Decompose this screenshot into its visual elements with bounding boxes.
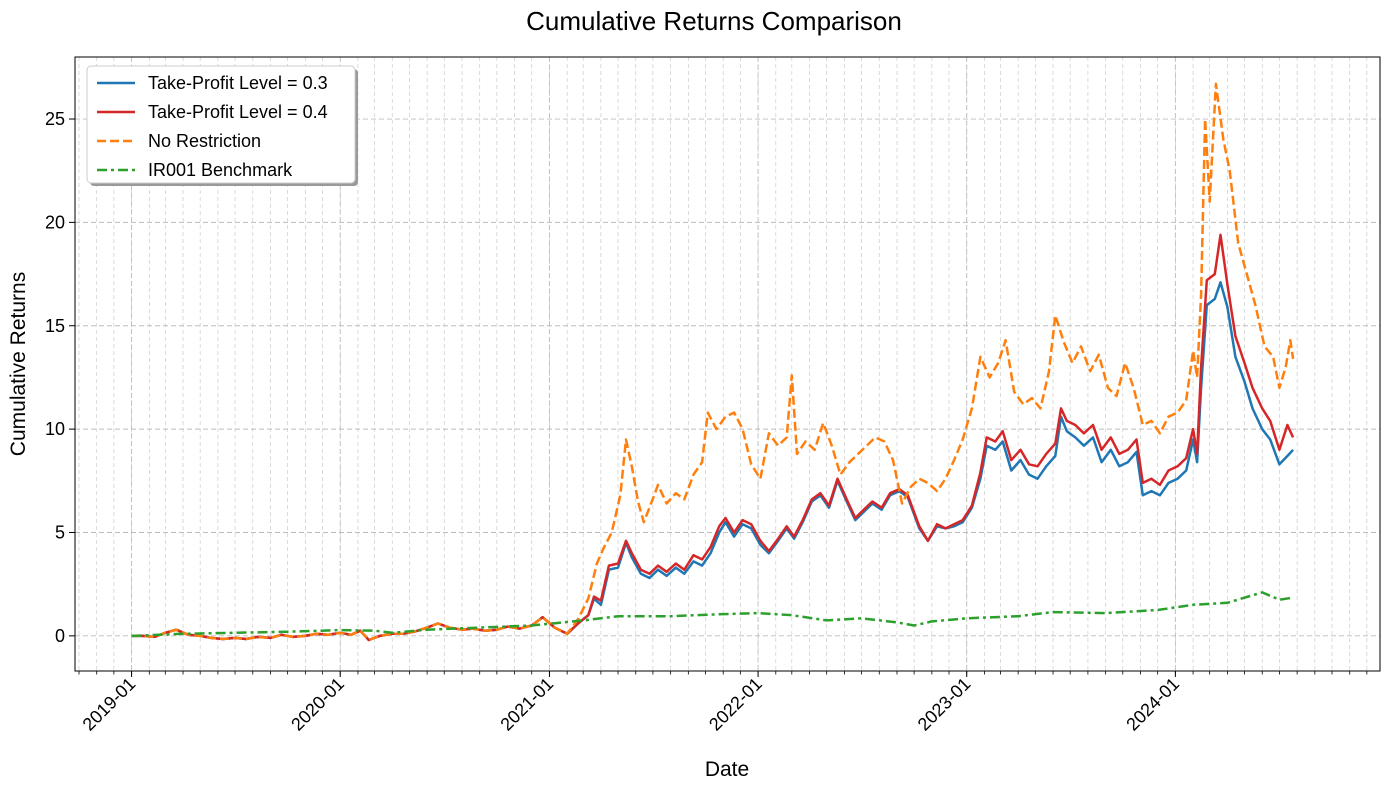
- series-lines: [131, 82, 1295, 642]
- x-axis-label: Date: [705, 758, 749, 781]
- legend-box: [86, 65, 356, 184]
- series-line-2: [131, 233, 1295, 642]
- chart-title: Cumulative Returns Comparison: [526, 6, 902, 36]
- y-tick-label: 10: [45, 419, 65, 439]
- legend-label: IR001 Benchmark: [148, 160, 293, 180]
- legend-label: No Restriction: [148, 131, 261, 151]
- legend-label: Take-Profit Level = 0.3: [148, 73, 328, 93]
- legend-label: Take-Profit Level = 0.4: [148, 102, 328, 122]
- series-line-4: [131, 591, 1294, 638]
- series-line-3: [131, 82, 1295, 642]
- y-tick-label: 25: [45, 109, 65, 129]
- y-tick-label: 15: [45, 316, 65, 336]
- y-tick-label: 5: [55, 522, 65, 542]
- y-tick-label: 20: [45, 212, 65, 232]
- legend: Take-Profit Level = 0.3 Take-Profit Level…: [86, 65, 358, 186]
- y-axis-label: Cumulative Returns: [7, 272, 30, 456]
- plot-frame: [74, 56, 1381, 672]
- y-tick-label: 0: [55, 626, 65, 646]
